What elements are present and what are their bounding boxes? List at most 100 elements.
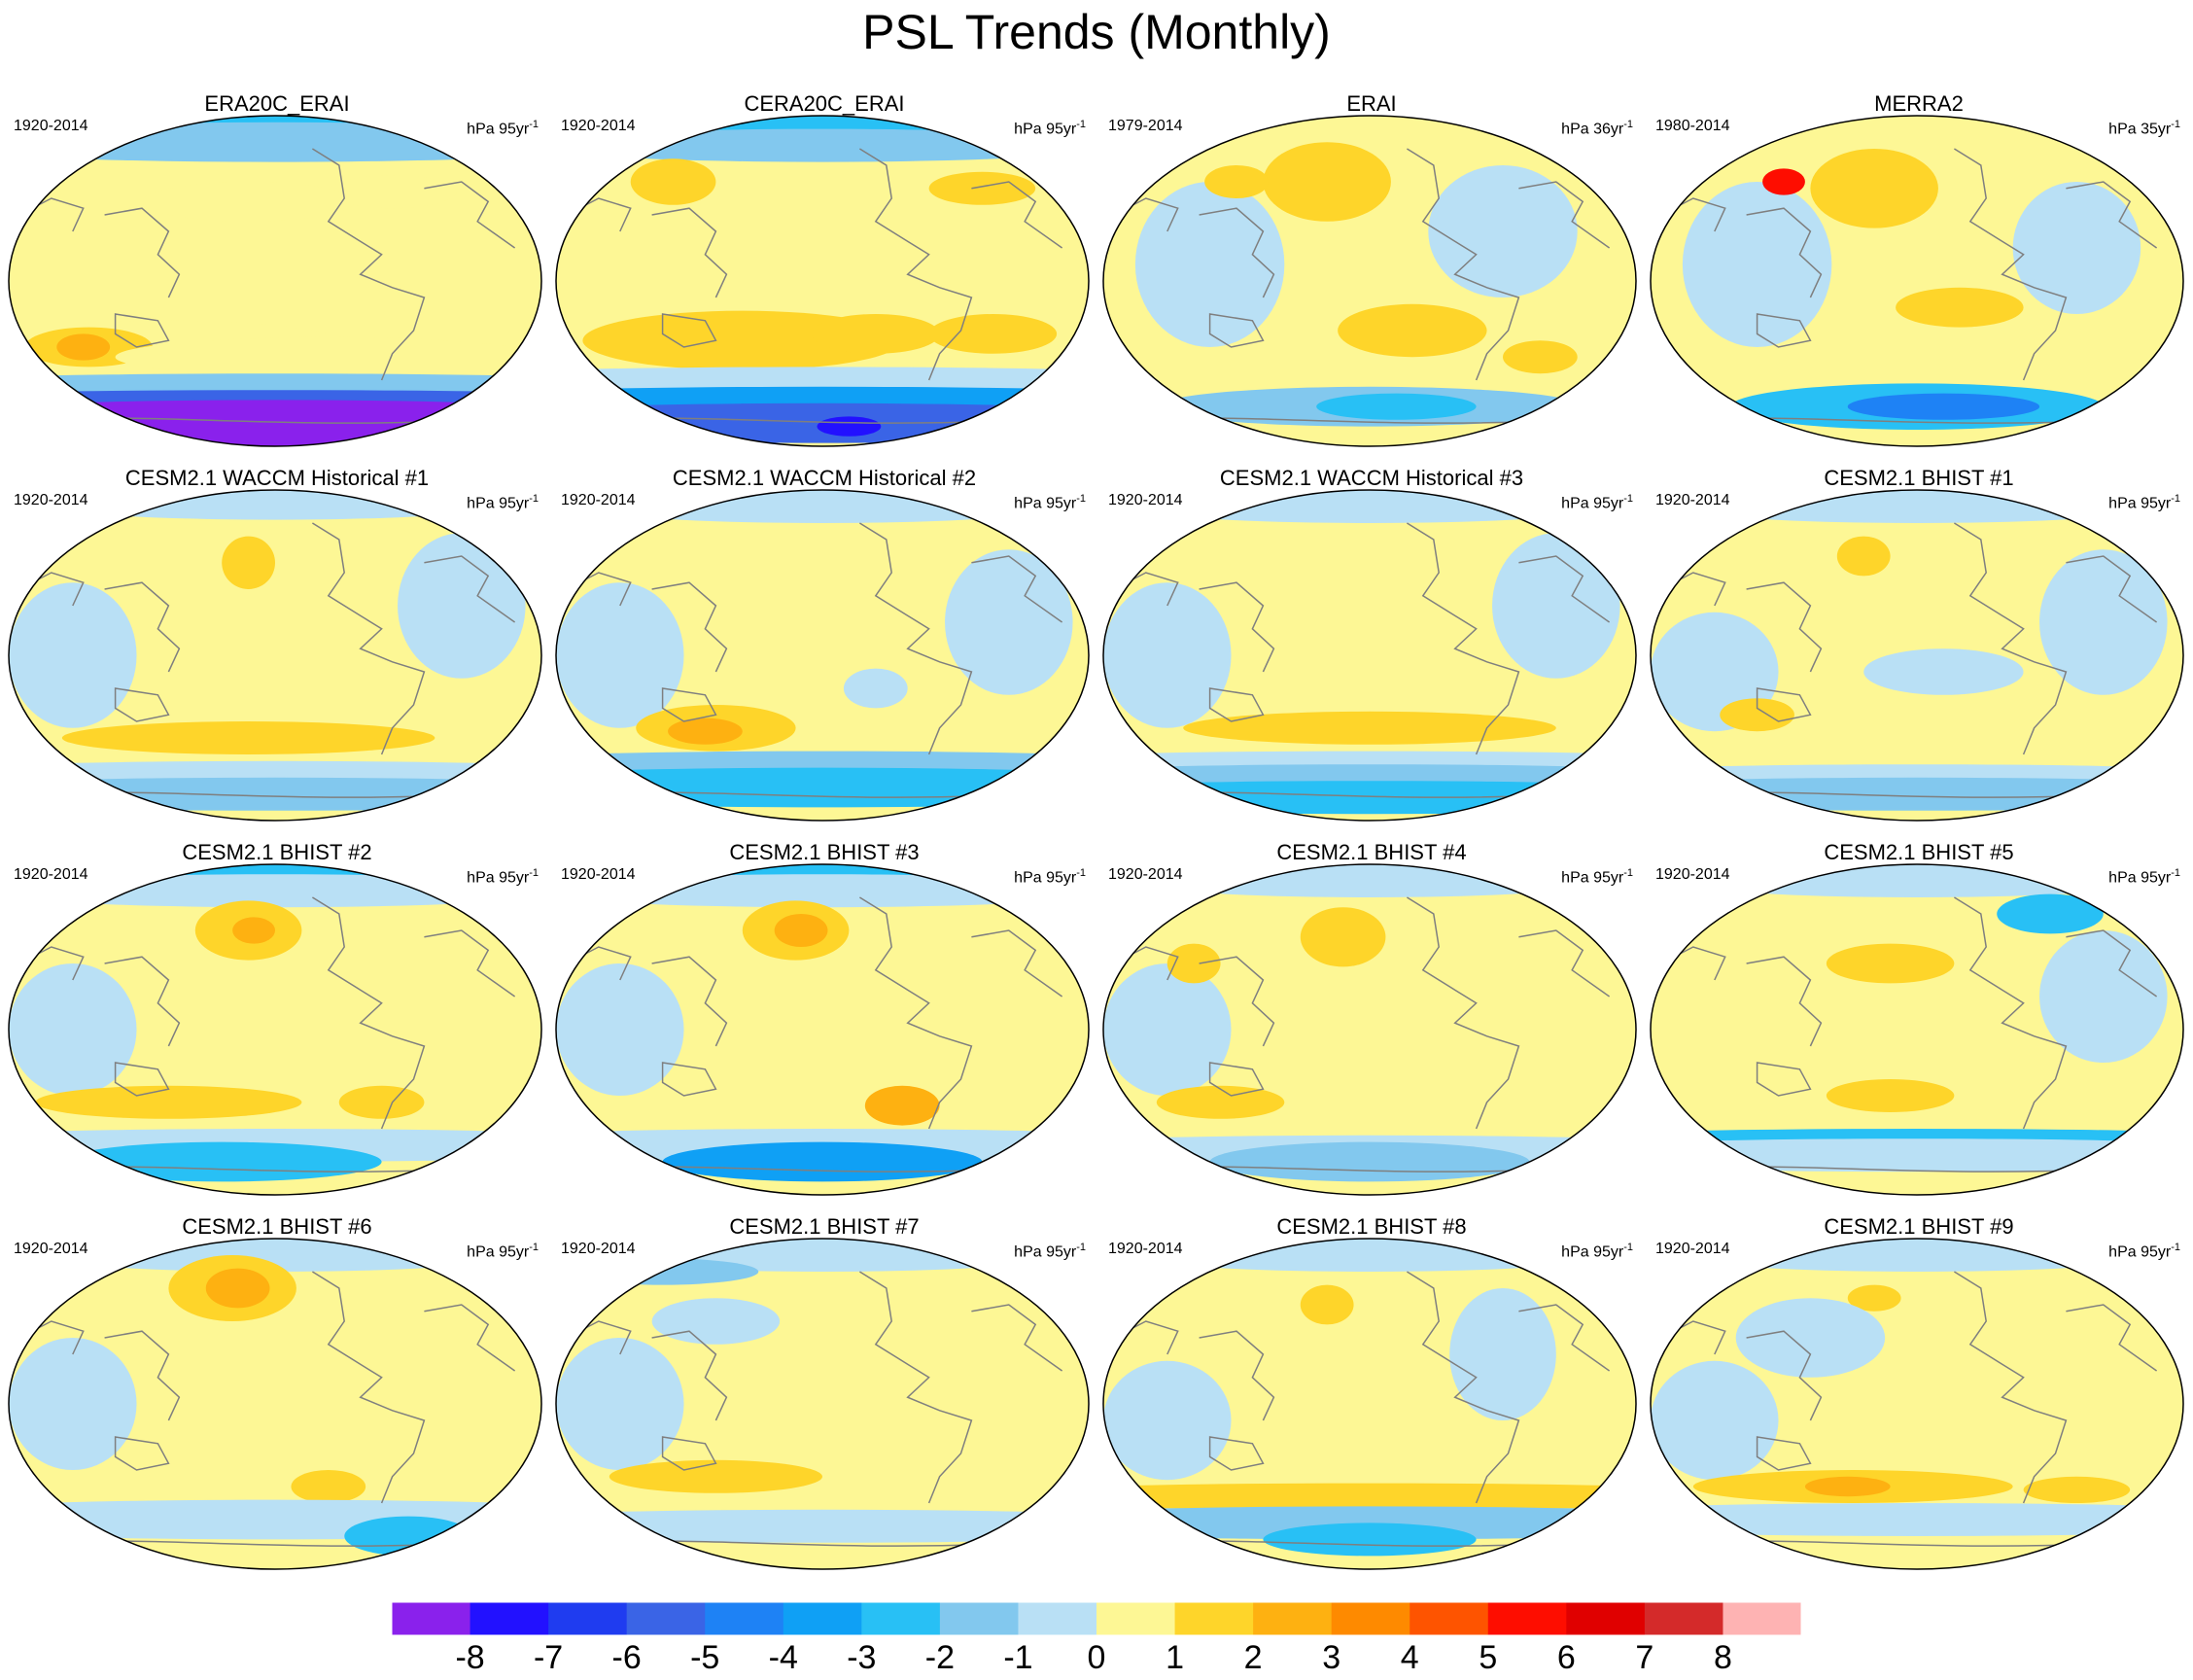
coastline <box>651 581 728 673</box>
panel-units-base: hPa 95yr <box>1014 869 1077 887</box>
trend-region <box>1300 907 1386 967</box>
panel-units-exponent: -1 <box>1076 493 1086 505</box>
panel-units: hPa 95yr-1 <box>2108 1238 2180 1262</box>
coastline <box>1954 148 2068 381</box>
panel-period: 1920-2014 <box>561 492 636 508</box>
panel-period: 1920-2014 <box>14 492 88 508</box>
colorbar-swatch <box>939 1602 1019 1635</box>
panel-units-exponent: -1 <box>2171 119 2180 130</box>
panel-period: 1920-2014 <box>1108 1241 1183 1257</box>
map-outline <box>1102 1238 1637 1570</box>
panel-units: hPa 95yr-1 <box>1561 1238 1633 1262</box>
coastline <box>424 181 516 249</box>
trend-region <box>1103 1483 1636 1510</box>
trend-region <box>668 718 743 745</box>
map-panel: CESM2.1 BHIST #5 1920-2014 hPa 95yr-1 <box>1646 840 2192 1214</box>
colorbar-swatch <box>783 1602 862 1635</box>
coastline <box>1518 555 1611 623</box>
trend-region <box>817 416 882 437</box>
coastline <box>1518 1304 1611 1372</box>
trend-region <box>338 1085 425 1119</box>
trend-region <box>35 1085 302 1119</box>
coastline <box>661 1436 717 1471</box>
trend-region <box>774 914 828 947</box>
map-canvas <box>1650 489 2184 822</box>
coastline <box>2066 1304 2158 1372</box>
panel-period: 1920-2014 <box>1655 866 1730 883</box>
panel-period: 1920-2014 <box>1108 866 1183 883</box>
panel-units-exponent: -1 <box>1623 1242 1633 1253</box>
panel-units: hPa 95yr-1 <box>2108 489 2180 513</box>
trend-region <box>651 1298 781 1345</box>
trend-region <box>1492 533 1620 679</box>
panel-units: hPa 95yr-1 <box>1561 863 1633 888</box>
map-panel: CESM2.1 WACCM Historical #1 1920-2014 hPa … <box>4 466 550 840</box>
map-outline <box>1650 489 2184 822</box>
panel-title: MERRA2 <box>1874 91 1964 116</box>
panel-units-exponent: -1 <box>1623 119 1633 130</box>
map-outline <box>8 863 542 1196</box>
trend-region <box>582 490 1062 523</box>
trend-region <box>1677 1239 2157 1272</box>
panel-units: hPa 95yr-1 <box>467 1238 539 1262</box>
trend-region <box>843 668 908 709</box>
coastline <box>104 581 181 673</box>
trend-region <box>291 1470 366 1503</box>
panel-units-base: hPa 95yr <box>1561 495 1624 512</box>
trend-region <box>205 1268 270 1309</box>
trend-region <box>1134 182 1285 347</box>
panel-units: hPa 95yr-1 <box>467 115 539 139</box>
panel-period: 1979-2014 <box>1108 118 1183 134</box>
trend-region <box>1209 1141 1530 1182</box>
map-canvas <box>1102 863 1637 1196</box>
colorbar-frame <box>391 1601 1802 1636</box>
panel-units-exponent: -1 <box>1623 867 1633 879</box>
map-canvas <box>1650 863 2184 1196</box>
map-outline <box>555 115 1090 447</box>
panel-title: CESM2.1 BHIST #3 <box>729 840 920 864</box>
trend-region <box>556 767 1089 808</box>
panel-title: CESM2.1 WACCM Historical #3 <box>1219 466 1524 490</box>
panel-units-exponent: -1 <box>1076 1242 1086 1253</box>
coastline <box>859 148 973 381</box>
colorbar-swatch <box>1487 1602 1567 1635</box>
colorbar-tick-label: 4 <box>1401 1639 1419 1676</box>
trend-region <box>1428 165 1578 298</box>
trend-region <box>61 1141 382 1182</box>
coastline <box>2066 181 2158 249</box>
trend-region <box>1810 149 1938 228</box>
panel-title: CESM2.1 BHIST #7 <box>729 1214 920 1239</box>
colorbar-tick-label: 2 <box>1244 1639 1263 1676</box>
coastline <box>1199 956 1275 1047</box>
panel-title: CESM2.1 WACCM Historical #2 <box>672 466 977 490</box>
coastline <box>312 148 426 381</box>
trend-region <box>556 582 684 728</box>
trend-region <box>115 336 541 377</box>
map-canvas <box>8 863 542 1196</box>
coastline <box>1756 313 1812 348</box>
coastline <box>1208 1062 1265 1097</box>
panel-units-base: hPa 36yr <box>1561 121 1624 138</box>
map-outline <box>8 115 542 447</box>
trend-region <box>1183 711 1556 745</box>
coastline <box>971 1304 1063 1372</box>
trend-region <box>1826 943 1955 984</box>
panel-period: 1920-2014 <box>14 1241 88 1257</box>
colorbar-tick-label: 5 <box>1479 1639 1497 1676</box>
coastline <box>1518 181 1611 249</box>
colorbar-swatch <box>1253 1602 1333 1635</box>
map-canvas <box>555 1238 1090 1570</box>
trend-region <box>609 1459 822 1493</box>
coastline <box>1199 207 1275 298</box>
trend-region <box>1826 1079 1955 1112</box>
map-canvas <box>8 1238 542 1570</box>
colorbar-swatch <box>1644 1602 1723 1635</box>
coastline <box>1208 1436 1265 1471</box>
trend-region <box>1103 582 1232 728</box>
colorbar-tick-label: 1 <box>1166 1639 1184 1676</box>
trend-region <box>1682 182 1832 347</box>
colorbar-swatch <box>1018 1602 1097 1635</box>
trend-region <box>1130 864 1610 897</box>
trend-region <box>1503 340 1578 374</box>
panel-units: hPa 95yr-1 <box>1561 489 1633 513</box>
